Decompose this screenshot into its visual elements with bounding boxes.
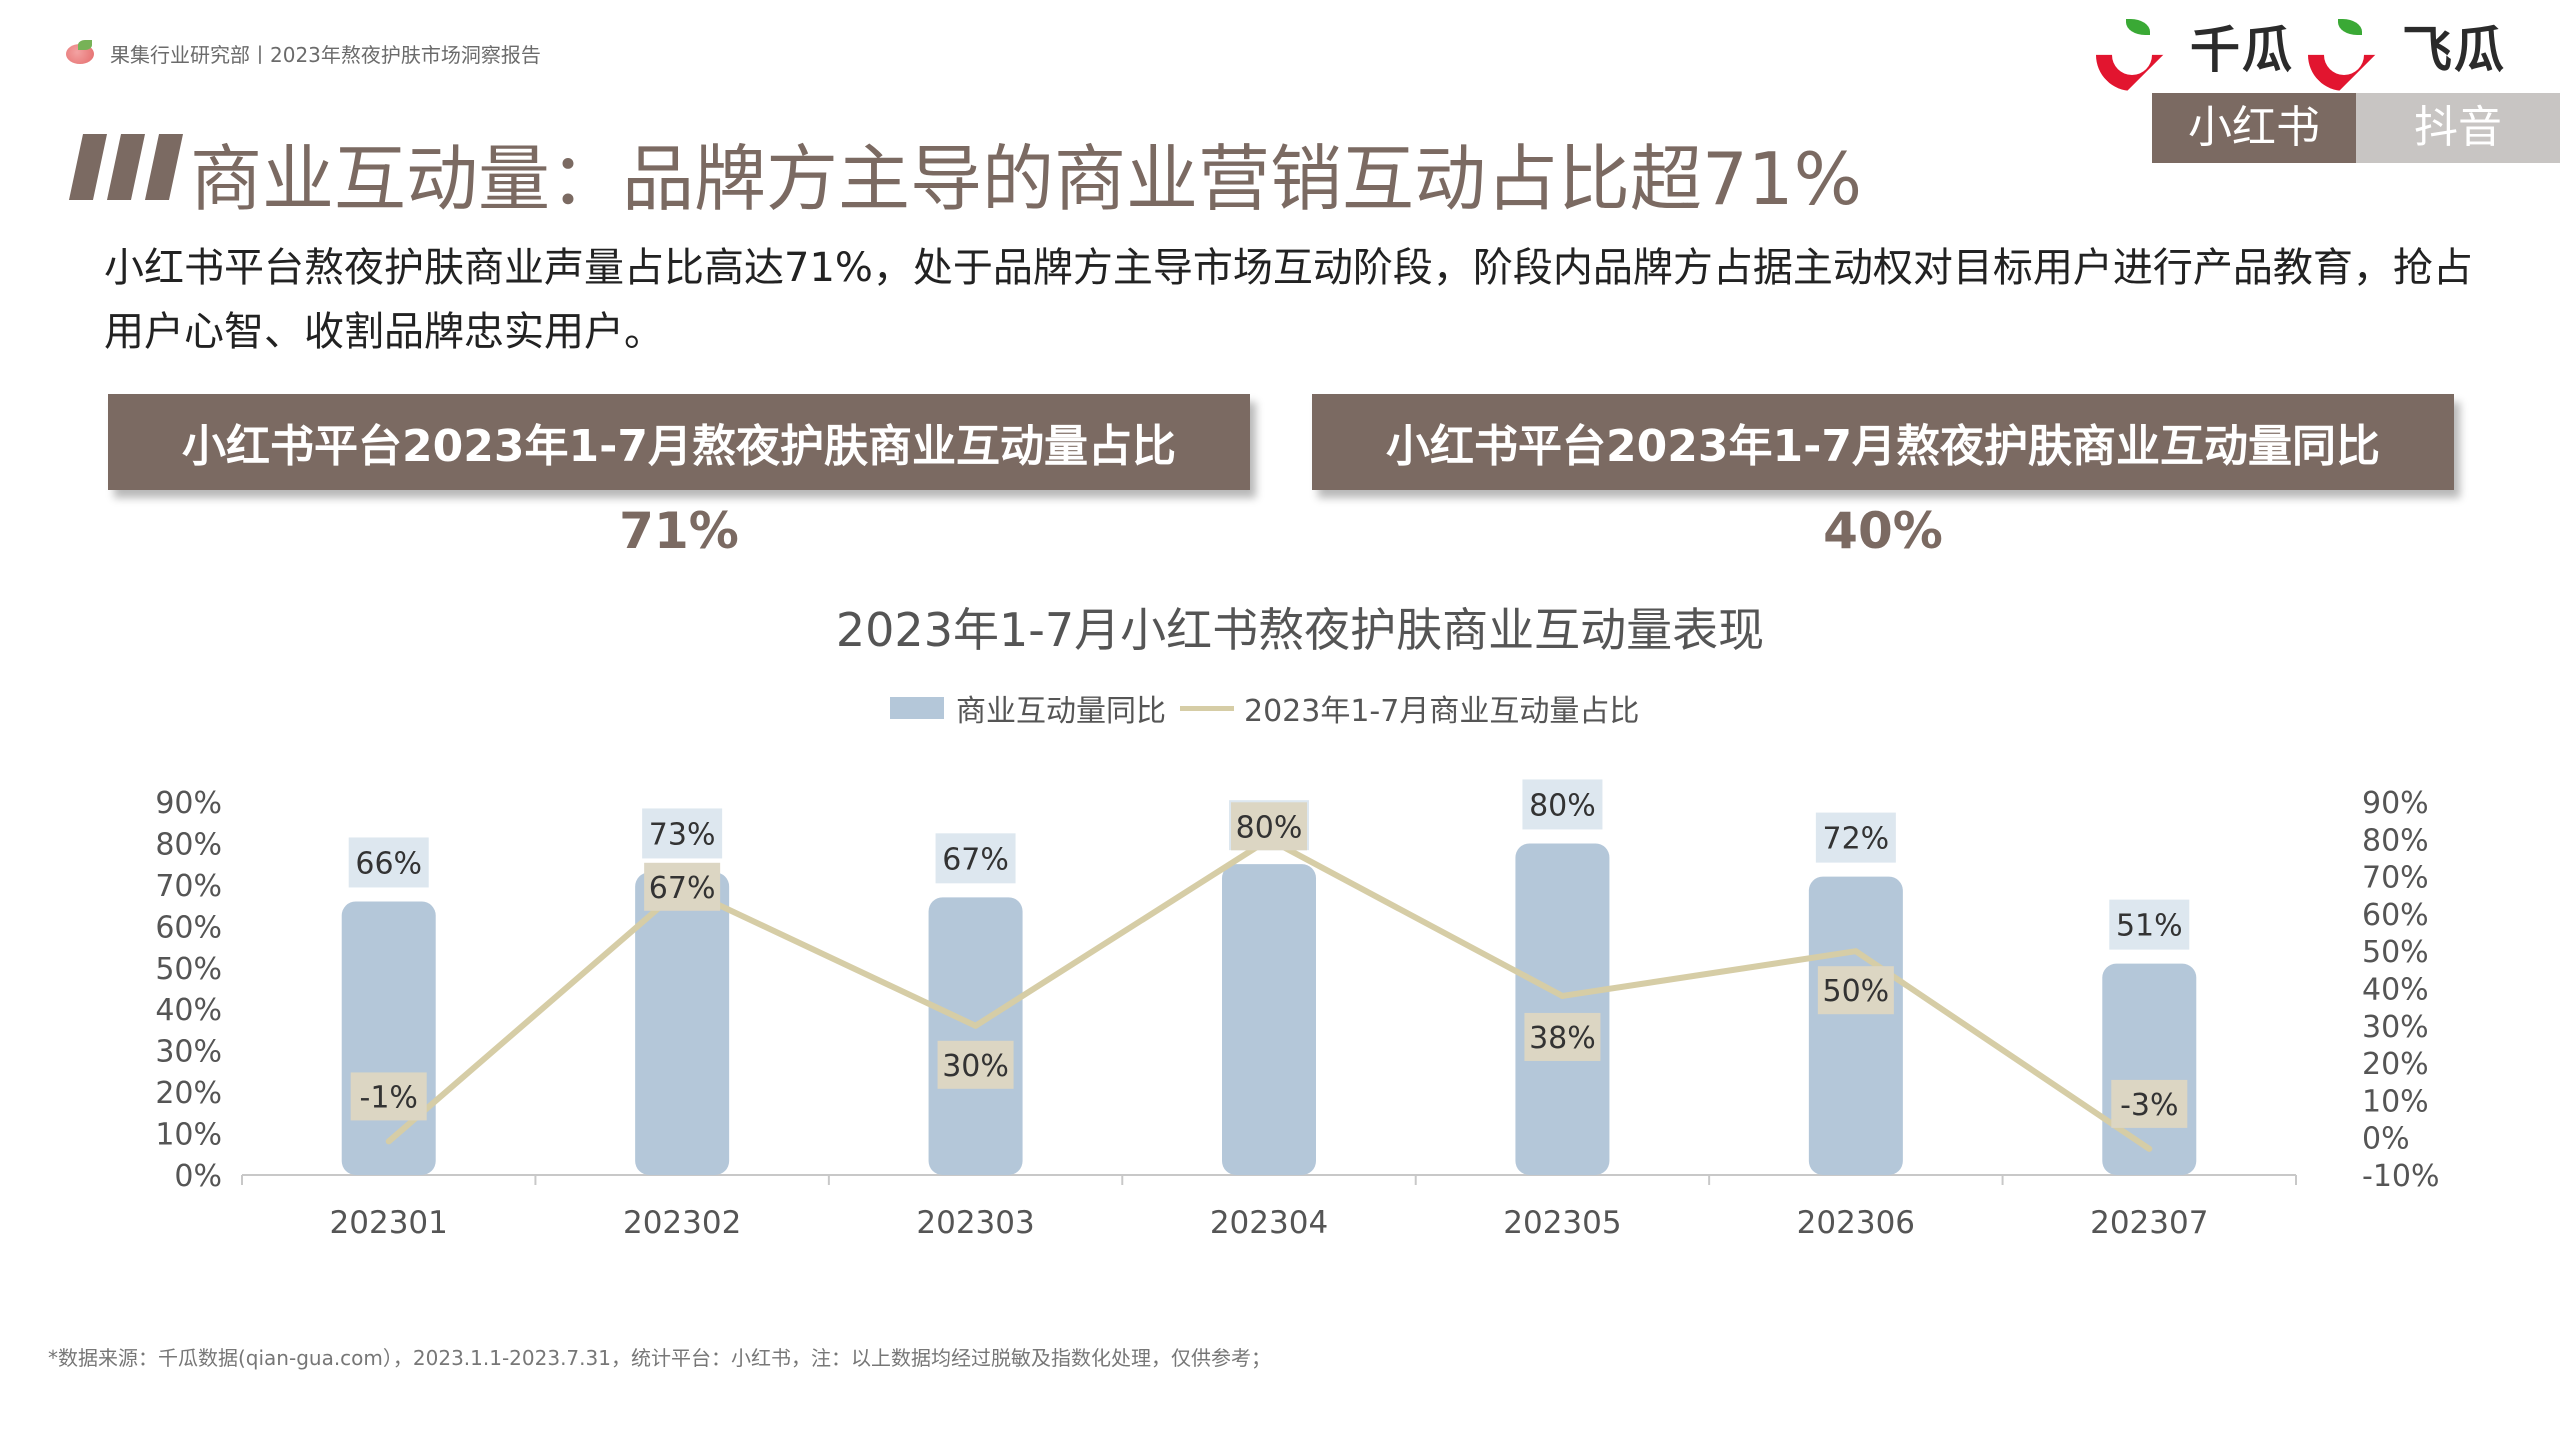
line-point xyxy=(385,1138,392,1145)
line-label-bg xyxy=(350,1072,427,1121)
bar-label-bg xyxy=(2109,899,2190,950)
bar xyxy=(1222,864,1316,1175)
y-left-tick-label: 90% xyxy=(155,786,222,821)
legend-line-swatch xyxy=(1180,705,1234,711)
line-data-label: 38% xyxy=(1529,1021,1596,1056)
line-label-bg xyxy=(1231,802,1307,851)
feigua-name: 飞瓜 xyxy=(2402,21,2506,79)
qiangua-logo-icon xyxy=(2092,13,2178,79)
platform-tabs: 小红书 抖音 xyxy=(2152,93,2560,163)
y-left-tick-label: 50% xyxy=(155,952,222,987)
yoy-value: 40% xyxy=(1823,502,1943,560)
line-point xyxy=(1559,992,1566,999)
tab-xiaohongshu[interactable]: 小红书 xyxy=(2152,93,2356,163)
x-tick-label: 202301 xyxy=(330,1205,448,1241)
qiangua-brand: 千瓜 xyxy=(2092,10,2294,82)
line-label-bg xyxy=(644,862,721,911)
bar-data-label: 67% xyxy=(942,842,1009,877)
x-tick-label: 202303 xyxy=(916,1205,1034,1241)
bar-data-label: 72% xyxy=(1823,822,1890,857)
bar xyxy=(2102,963,2197,1175)
legend-bar-swatch xyxy=(890,697,944,719)
line-data-label: -1% xyxy=(360,1080,418,1115)
bar-label-bg xyxy=(348,837,429,888)
share-panel: 小红书平台2023年1-7月熬夜护肤商业互动量占比 xyxy=(108,394,1250,490)
bar-data-label: 73% xyxy=(649,817,716,852)
y-right-tick-label: 0% xyxy=(2362,1122,2410,1157)
line-label-bg xyxy=(1817,966,1894,1015)
y-right-tick-label: 20% xyxy=(2362,1047,2429,1082)
bar-data-label: 66% xyxy=(355,846,422,881)
legend-line-label: 2023年1-7月商业互动量占比 xyxy=(1244,694,1640,729)
y-left-tick-label: 70% xyxy=(155,869,222,904)
qiangua-name: 千瓜 xyxy=(2190,21,2294,79)
bar xyxy=(928,897,1023,1175)
bar xyxy=(1808,876,1903,1175)
share-value: 71% xyxy=(619,502,739,560)
yoy-panel: 小红书平台2023年1-7月熬夜护肤商业互动量同比 xyxy=(1312,394,2454,490)
y-left-tick-label: 0% xyxy=(174,1159,222,1194)
legend-bar-label: 商业互动量同比 xyxy=(956,694,1166,729)
line-point xyxy=(1852,948,1859,955)
y-left-tick-label: 80% xyxy=(155,827,222,862)
line-data-label: -3% xyxy=(2120,1088,2178,1123)
y-left-tick-label: 40% xyxy=(155,993,222,1028)
feigua-logo-icon xyxy=(2304,13,2390,79)
line-point xyxy=(2146,1145,2153,1152)
x-tick-label: 202305 xyxy=(1503,1205,1621,1241)
y-right-tick-label: 50% xyxy=(2362,935,2429,970)
y-right-tick-label: -10% xyxy=(2362,1159,2440,1194)
y-left-tick-label: 20% xyxy=(155,1076,222,1111)
x-tick-label: 202306 xyxy=(1797,1205,1915,1241)
y-right-tick-label: 30% xyxy=(2362,1010,2429,1045)
chart-legend: 商业互动量同比 2023年1-7月商业互动量占比 xyxy=(890,688,1640,729)
bar-label-bg xyxy=(935,833,1016,884)
tab-douyin[interactable]: 抖音 xyxy=(2356,93,2560,163)
bar xyxy=(635,872,730,1175)
bar xyxy=(1515,843,1610,1175)
page-title: 商业互动量：品牌方主导的商业营销互动占比超71% xyxy=(190,137,1863,221)
x-tick-label: 202302 xyxy=(623,1205,741,1241)
x-tick-label: 202307 xyxy=(2090,1205,2208,1241)
y-right-tick-label: 60% xyxy=(2362,898,2429,933)
line-data-label: 30% xyxy=(942,1049,1009,1084)
line-data-label: 50% xyxy=(1823,974,1890,1009)
breadcrumb: 果集行业研究部丨2023年熬夜护肤市场洞察报告 xyxy=(110,42,541,67)
line-data-label: 67% xyxy=(649,871,716,906)
report-header: 果集行业研究部丨2023年熬夜护肤市场洞察报告 xyxy=(64,38,541,68)
y-right-tick-label: 10% xyxy=(2362,1084,2429,1119)
footnote: *数据来源：千瓜数据(qian-gua.com），2023.1.1-2023.7… xyxy=(48,1346,1271,1370)
y-right-tick-label: 90% xyxy=(2362,786,2429,821)
y-left-tick-label: 30% xyxy=(155,1035,222,1070)
bar-label-bg xyxy=(642,808,723,859)
line-data-label: 80% xyxy=(1236,810,1303,845)
y-left-tick-label: 10% xyxy=(155,1118,222,1153)
y-right-tick-label: 80% xyxy=(2362,823,2429,858)
line-point xyxy=(972,1022,979,1029)
chart-title: 2023年1-7月小红书熬夜护肤商业互动量表现 xyxy=(835,603,1765,657)
bar-label-bg xyxy=(1815,812,1896,863)
feigua-brand: 飞瓜 xyxy=(2304,10,2506,82)
x-tick-label: 202304 xyxy=(1210,1205,1328,1241)
y-right-tick-label: 70% xyxy=(2362,861,2429,896)
bar-data-label: 51% xyxy=(2116,909,2183,944)
line-label-bg xyxy=(2111,1079,2188,1128)
description: 小红书平台熬夜护肤商业声量占比高达71%，处于品牌方主导市场互动阶段，阶段内品牌… xyxy=(104,245,2473,355)
bar xyxy=(341,901,436,1175)
line-label-bg xyxy=(937,1040,1014,1089)
guoji-logo-icon xyxy=(64,40,98,66)
bar-label-bg xyxy=(1522,779,1603,830)
y-right-tick-label: 40% xyxy=(2362,973,2429,1008)
y-left-tick-label: 60% xyxy=(155,910,222,945)
line-label-bg xyxy=(1524,1012,1601,1061)
bar-data-label: 80% xyxy=(1529,788,1596,823)
